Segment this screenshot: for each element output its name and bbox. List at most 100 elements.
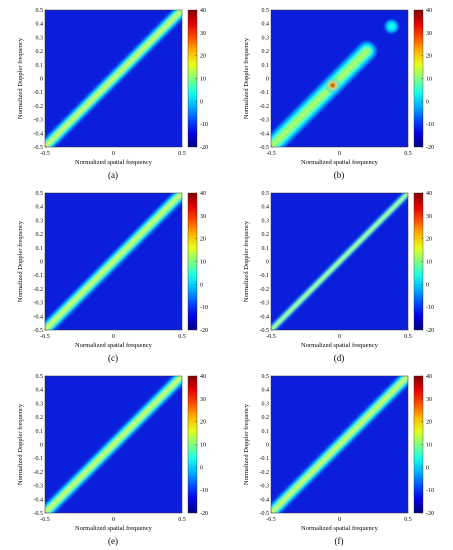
y-tick-label: -0.3 xyxy=(34,484,44,490)
y-axis-label: Normalized Doppler frequency xyxy=(17,220,24,302)
y-tick-label: 0 xyxy=(266,260,269,266)
colorbar-tick-label: 20 xyxy=(426,54,432,60)
panel-caption: (f) xyxy=(334,536,344,546)
colorbar-tick-label: 0 xyxy=(200,465,203,471)
y-tick-label: -0.5 xyxy=(260,511,270,517)
chart-panel: 0.5 0.4 0.3 0.2 0.1 0 -0.1 -0.2 -0.3 -0.4 -0.5 -0.5… xyxy=(0,0,226,183)
hotspot-mark xyxy=(385,19,399,33)
colorbar-tick-label: 0 xyxy=(426,465,429,471)
y-axis-label: Normalized Doppler frequency xyxy=(243,37,250,119)
y-tick-label: 0.5 xyxy=(262,8,270,14)
colorbar-tick-label: 30 xyxy=(426,397,432,403)
colorbar-tick-label: -10 xyxy=(426,122,434,128)
x-tick-label: 0.5 xyxy=(404,517,412,523)
colorbar-tick-label: 10 xyxy=(200,260,206,266)
y-tick-label: 0.4 xyxy=(262,22,270,28)
colorbar-tick-label: -10 xyxy=(200,488,208,494)
y-tick-label: -0.3 xyxy=(34,301,44,307)
y-axis-label: Normalized Doppler frequency xyxy=(17,403,24,485)
x-tick-label: 0 xyxy=(112,334,115,340)
colorbar-tick-label: 30 xyxy=(200,397,206,403)
y-tick-label: 0.5 xyxy=(262,374,270,380)
y-tick-label: 0.4 xyxy=(36,22,44,28)
y-tick-label: 0.3 xyxy=(36,218,44,224)
x-tick-label: 0.5 xyxy=(404,151,412,157)
y-tick-label: 0.3 xyxy=(262,218,270,224)
x-tick-label: 0 xyxy=(112,517,115,523)
y-tick-label: 0 xyxy=(40,77,43,83)
colorbar-tick-label: 30 xyxy=(426,214,432,220)
ridge-core xyxy=(45,376,182,513)
x-tick-label: 0.5 xyxy=(404,334,412,340)
panel-caption: (a) xyxy=(108,170,118,180)
x-tick-label: 0 xyxy=(338,151,341,157)
colorbar-tick-label: 10 xyxy=(200,443,206,449)
y-axis-label: Normalized Doppler frequency xyxy=(243,220,250,302)
y-tick-label: 0.4 xyxy=(262,205,270,211)
colorbar-tick-label: 20 xyxy=(200,237,206,243)
colorbar-tick-label: -10 xyxy=(426,488,434,494)
panel-caption: (c) xyxy=(108,353,118,363)
x-tick-label: -0.5 xyxy=(266,517,276,523)
y-tick-label: 0.5 xyxy=(36,374,44,380)
x-axis-label: Normalized spatial frequency xyxy=(301,342,379,349)
x-tick-label: 0 xyxy=(338,334,341,340)
y-tick-label: -0.2 xyxy=(34,470,44,476)
y-tick-label: -0.2 xyxy=(34,287,44,293)
panel-caption: (d) xyxy=(333,353,345,363)
heatmap-svg: 0.5 0.4 0.3 0.2 0.1 0 -0.1 -0.2 -0.3 -0.4 -0.5-0.5… xyxy=(243,8,434,166)
y-tick-label: -0.3 xyxy=(260,301,270,307)
chart-panel: 0.5 0.4 0.3 0.2 0.1 0 -0.1 -0.2 -0.3 -0.4 -0.5 -0.5… xyxy=(0,183,226,366)
y-tick-label: -0.4 xyxy=(260,131,270,137)
y-tick-label: 0.4 xyxy=(36,205,44,211)
y-tick-label: 0 xyxy=(40,260,43,266)
y-tick-label: 0.3 xyxy=(262,401,270,407)
y-tick-label: 0.3 xyxy=(36,35,44,41)
y-tick-label: 0.2 xyxy=(262,49,270,55)
colorbar-tick-label: -20 xyxy=(200,511,208,517)
y-tick-label: -0.1 xyxy=(260,90,270,96)
colorbar-tick-label: -20 xyxy=(426,511,434,517)
y-tick-label: 0.5 xyxy=(36,191,44,197)
ridge-core xyxy=(271,376,408,513)
y-tick-label: 0.4 xyxy=(262,388,270,394)
x-tick-label: 0 xyxy=(112,151,115,157)
x-axis-label: Normalized spatial frequency xyxy=(301,525,379,532)
y-tick-label: 0.3 xyxy=(36,401,44,407)
chart-panel: 0.5 0.4 0.3 0.2 0.1 0 -0.1 -0.2 -0.3 -0.4 -0.5 -0.5… xyxy=(226,183,452,366)
x-tick-label: 0.5 xyxy=(178,151,186,157)
y-tick-label: 0.2 xyxy=(36,49,44,55)
heatmap-svg: 0.5 0.4 0.3 0.2 0.1 0 -0.1 -0.2 -0.3 -0.4 -0.5-0.5… xyxy=(17,374,208,532)
y-tick-label: 0 xyxy=(40,443,43,449)
x-axis-label: Normalized spatial frequency xyxy=(75,342,153,349)
y-tick-label: -0.1 xyxy=(34,273,44,279)
y-tick-label: -0.5 xyxy=(34,328,44,334)
y-tick-label: 0 xyxy=(266,443,269,449)
heatmap-svg: 0.5 0.4 0.3 0.2 0.1 0 -0.1 -0.2 -0.3 -0.4 -0.5-0.5… xyxy=(243,374,434,532)
y-tick-label: -0.5 xyxy=(260,145,270,151)
colorbar-tick-label: 40 xyxy=(200,8,206,14)
y-tick-label: -0.3 xyxy=(260,484,270,490)
x-axis-label: Normalized spatial frequency xyxy=(301,159,379,166)
x-tick-label: -0.5 xyxy=(40,334,50,340)
y-tick-label: -0.2 xyxy=(34,104,44,110)
colorbar-tick-label: 10 xyxy=(426,443,432,449)
y-tick-label: -0.1 xyxy=(260,456,270,462)
heatmap-svg: 0.5 0.4 0.3 0.2 0.1 0 -0.1 -0.2 -0.3 -0.4 -0.5-0.5… xyxy=(17,8,208,166)
colorbar-tick-label: -10 xyxy=(426,305,434,311)
panel-caption: (b) xyxy=(333,170,345,180)
y-tick-label: -0.4 xyxy=(260,314,270,320)
y-tick-label: 0.1 xyxy=(36,63,44,69)
colorbar-tick-label: -20 xyxy=(200,328,208,334)
ridge-core xyxy=(45,10,182,147)
colorbar-tick-label: -10 xyxy=(200,305,208,311)
y-tick-label: 0.1 xyxy=(36,246,44,252)
y-tick-label: 0.2 xyxy=(36,232,44,238)
y-tick-label: 0.2 xyxy=(262,415,270,421)
y-tick-label: 0.5 xyxy=(262,191,270,197)
colorbar-tick-label: 20 xyxy=(426,420,432,426)
chart-panel: 0.5 0.4 0.3 0.2 0.1 0 -0.1 -0.2 -0.3 -0.4 -0.5 -0.5… xyxy=(226,366,452,549)
y-tick-label: -0.5 xyxy=(34,511,44,517)
colorbar-tick-label: 0 xyxy=(200,282,203,288)
y-tick-label: 0.1 xyxy=(262,246,270,252)
